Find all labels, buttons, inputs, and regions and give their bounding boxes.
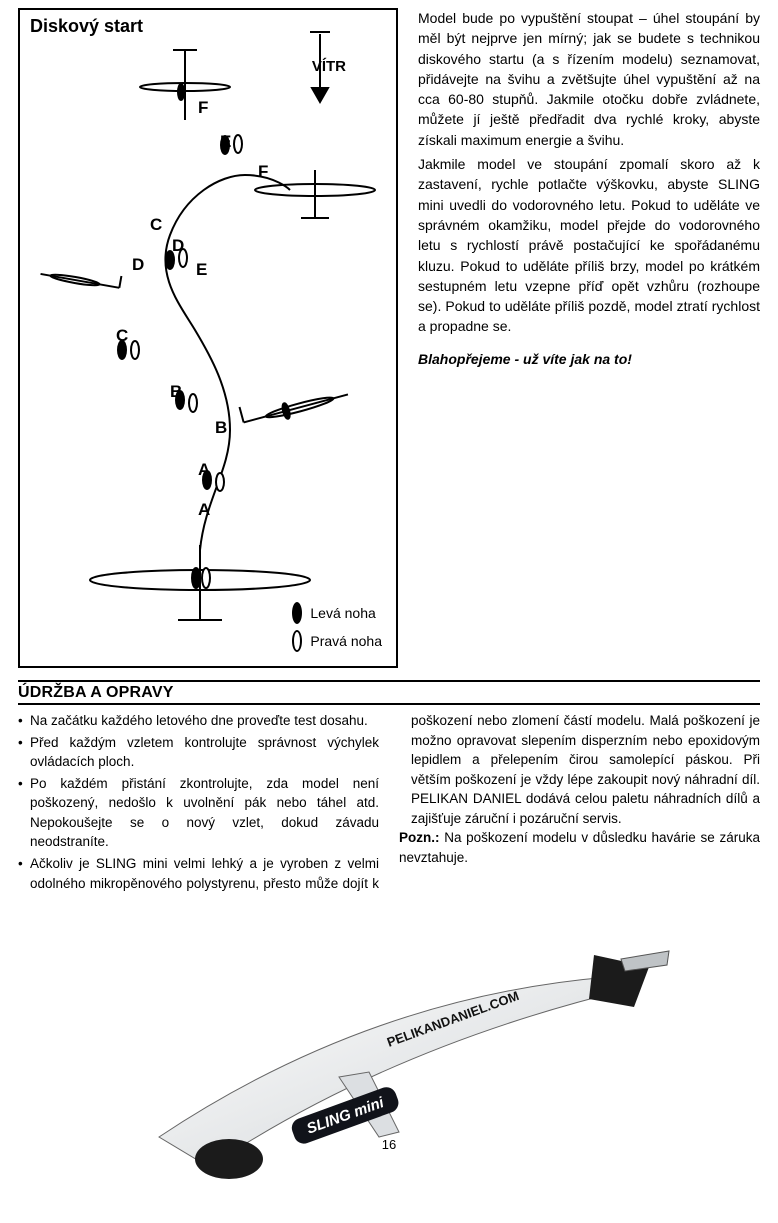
maintenance-body: Na začátku každého letového dne proveďte…: [18, 711, 760, 893]
label-C2: C: [150, 215, 162, 235]
left-foot-icon: [292, 602, 302, 624]
label-E2: E: [220, 132, 231, 152]
diagram-svg: [20, 10, 400, 670]
label-A2: A: [198, 460, 210, 480]
product-photo: PELIKANDANIEL.COM SLING mini: [89, 907, 689, 1223]
label-B2: B: [170, 382, 182, 402]
legend: Levá noha Pravá noha: [292, 596, 382, 652]
maint-item: Před každým vzletem kontrolujte správnos…: [18, 733, 379, 772]
maint-item: Po každém přistání zkontrolujte, zda mod…: [18, 774, 379, 852]
note-label: Pozn.:: [399, 830, 440, 845]
label-C1: C: [116, 326, 128, 346]
maint-item: Na začátku každého letového dne proveďte…: [18, 711, 379, 731]
legend-right-label: Pravá noha: [310, 633, 382, 649]
right-foot-icon: [292, 630, 302, 652]
legend-left-label: Levá noha: [310, 605, 375, 621]
congrats: Blahopřejeme - už víte jak na to!: [418, 349, 760, 369]
label-E1: E: [196, 260, 207, 280]
label-D2: D: [172, 236, 184, 256]
instruction-text: Model bude po vypuštění stoupat – úhel s…: [418, 8, 760, 668]
note-text: Na poškození modelu v důsledku havárie s…: [399, 830, 760, 865]
label-F2: F: [258, 162, 268, 182]
label-D1: D: [132, 255, 144, 275]
discus-launch-diagram: Diskový start VÍTR: [18, 8, 398, 668]
page-number: 16: [0, 1137, 778, 1152]
intro-p2: Jakmile model ve stoupání zpomalí skoro …: [418, 154, 760, 337]
label-B1: B: [215, 418, 227, 438]
label-F1: F: [198, 98, 208, 118]
maintenance-note: Pozn.: Na poškození modelu v důsledku ha…: [399, 828, 760, 867]
intro-p1: Model bude po vypuštění stoupat – úhel s…: [418, 8, 760, 150]
maintenance-heading: ÚDRŽBA A OPRAVY: [18, 680, 760, 705]
label-A1: A: [198, 500, 210, 520]
